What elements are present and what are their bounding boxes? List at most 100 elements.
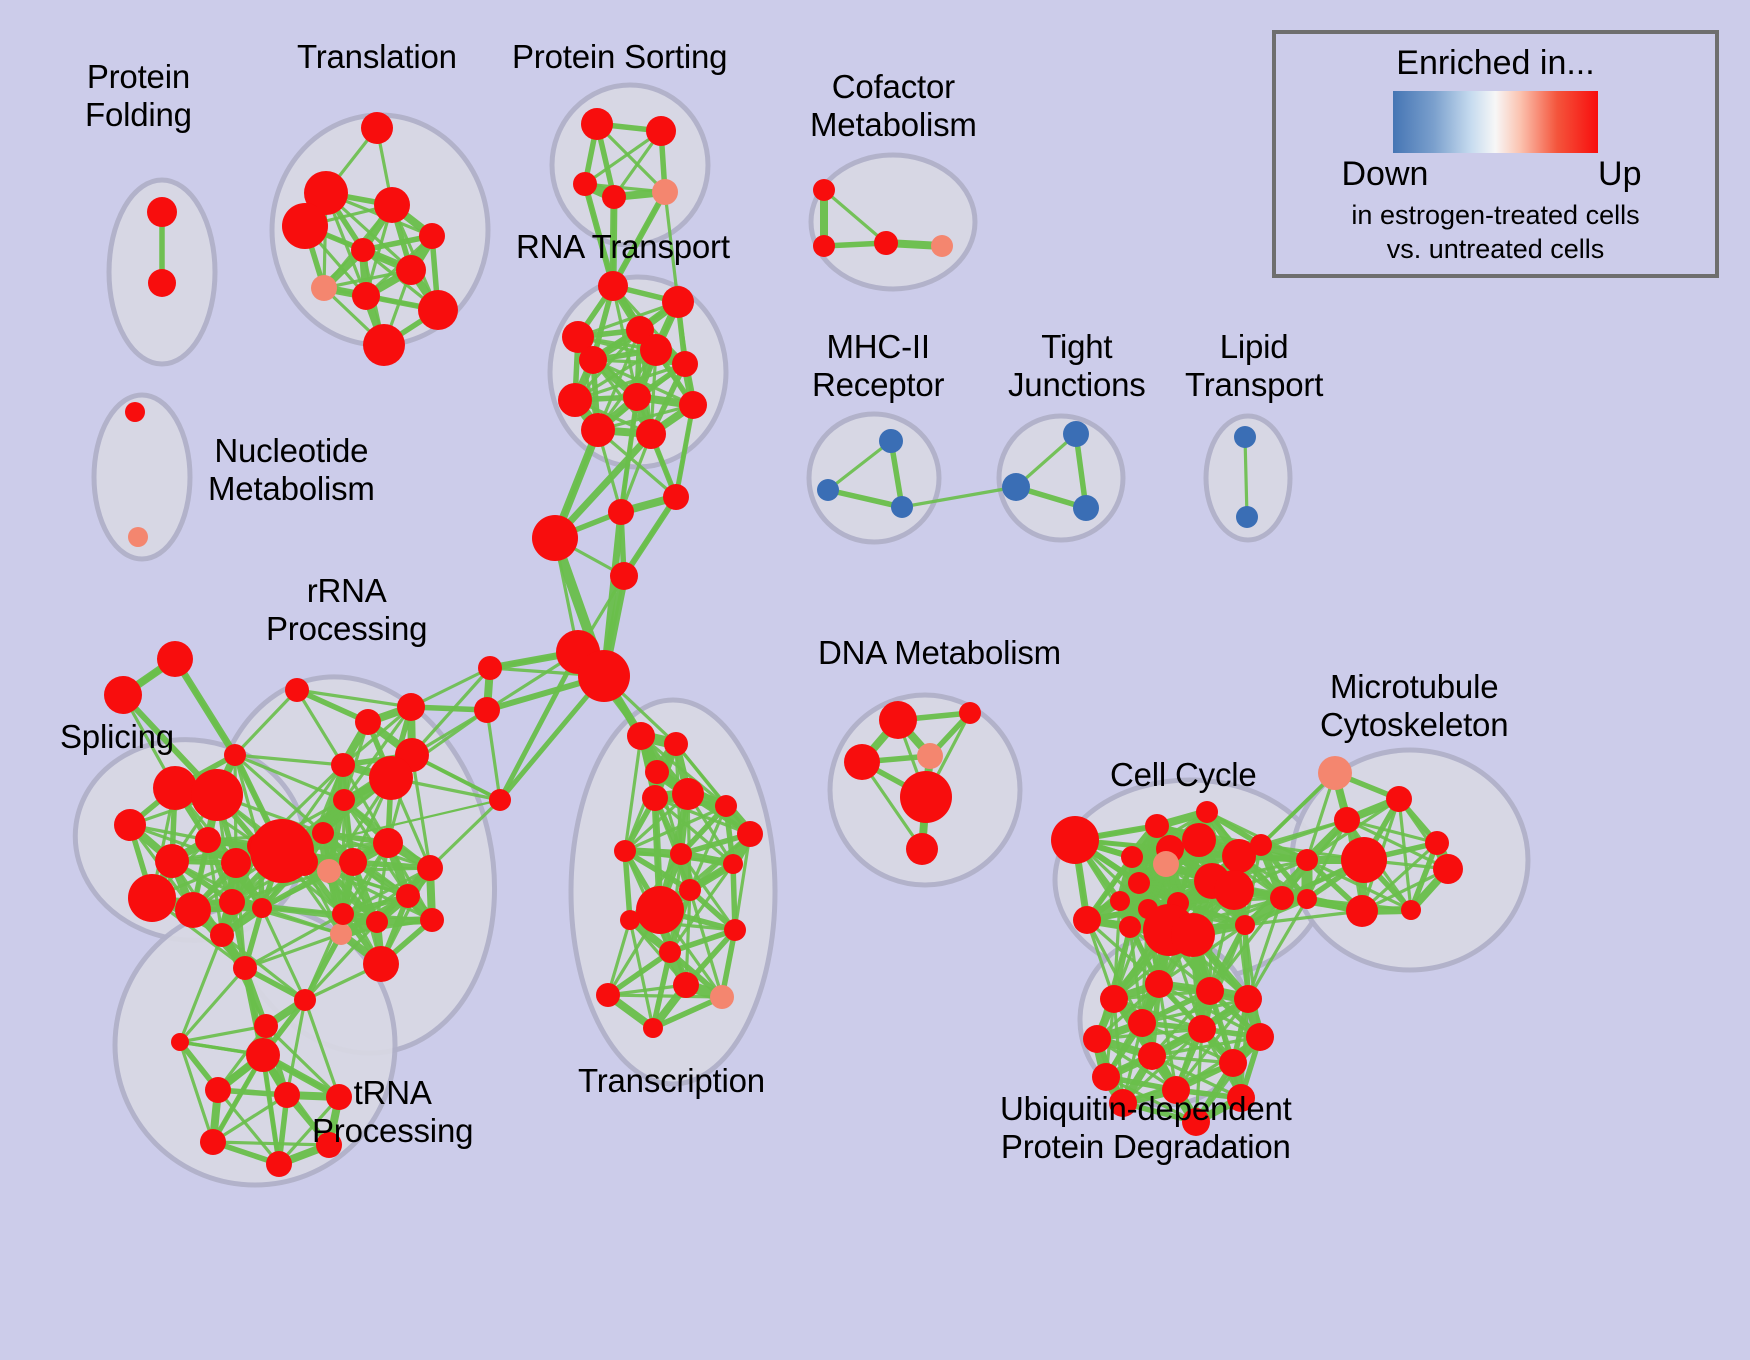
network-node[interactable] [246,1038,280,1072]
network-node[interactable] [128,527,148,547]
network-node[interactable] [224,744,246,766]
network-node[interactable] [579,346,607,374]
network-node[interactable] [1128,1009,1156,1037]
network-node[interactable] [128,874,176,922]
network-node[interactable] [723,854,743,874]
network-node[interactable] [813,179,835,201]
network-node[interactable] [175,892,211,928]
network-node[interactable] [642,785,668,811]
network-node[interactable] [219,889,245,915]
network-node[interactable] [1227,1084,1255,1112]
network-node[interactable] [233,956,257,980]
network-node[interactable] [578,650,630,702]
network-node[interactable] [596,983,620,1007]
network-node[interactable] [813,235,835,257]
network-node[interactable] [363,946,399,982]
network-node[interactable] [817,479,839,501]
network-node[interactable] [478,656,502,680]
network-node[interactable] [330,923,352,945]
network-node[interactable] [581,413,615,447]
network-node[interactable] [673,972,699,998]
network-node[interactable] [1002,473,1030,501]
network-node[interactable] [1346,895,1378,927]
network-node[interactable] [285,678,309,702]
network-node[interactable] [598,271,628,301]
network-node[interactable] [581,108,613,140]
network-node[interactable] [369,756,413,800]
network-node[interactable] [363,324,405,366]
network-node[interactable] [1153,851,1179,877]
network-node[interactable] [1235,915,1255,935]
network-node[interactable] [489,789,511,811]
network-node[interactable] [1121,846,1143,868]
network-node[interactable] [532,515,578,561]
network-node[interactable] [562,321,594,353]
network-node[interactable] [304,171,348,215]
network-node[interactable] [355,709,381,735]
network-node[interactable] [1250,834,1272,856]
network-node[interactable] [679,879,701,901]
network-node[interactable] [282,203,328,249]
network-node[interactable] [917,743,943,769]
network-node[interactable] [724,919,746,941]
network-node[interactable] [1092,1063,1120,1091]
network-node[interactable] [418,290,458,330]
network-node[interactable] [1433,854,1463,884]
network-node[interactable] [1234,426,1256,448]
network-node[interactable] [1145,814,1169,838]
network-node[interactable] [1171,913,1215,957]
network-node[interactable] [333,789,355,811]
network-node[interactable] [148,269,176,297]
network-node[interactable] [906,833,938,865]
network-node[interactable] [643,1018,663,1038]
network-node[interactable] [417,855,443,881]
network-node[interactable] [931,235,953,257]
network-node[interactable] [352,282,380,310]
network-node[interactable] [361,112,393,144]
network-node[interactable] [1246,1023,1274,1051]
network-node[interactable] [715,795,737,817]
network-node[interactable] [1334,807,1360,833]
network-node[interactable] [114,809,146,841]
network-node[interactable] [339,848,367,876]
network-node[interactable] [900,771,952,823]
network-node[interactable] [1234,985,1262,1013]
network-node[interactable] [1073,495,1099,521]
network-node[interactable] [316,1132,342,1158]
network-node[interactable] [1119,916,1141,938]
network-node[interactable] [636,886,684,934]
network-node[interactable] [1073,906,1101,934]
network-node[interactable] [195,827,221,853]
network-node[interactable] [652,179,678,205]
network-node[interactable] [317,859,341,883]
network-node[interactable] [640,334,672,366]
network-node[interactable] [610,562,638,590]
network-node[interactable] [1182,823,1216,857]
network-node[interactable] [874,231,898,255]
network-node[interactable] [254,1014,278,1038]
network-node[interactable] [1296,849,1318,871]
network-node[interactable] [1188,1015,1216,1043]
network-node[interactable] [614,840,636,862]
network-node[interactable] [419,223,445,249]
network-node[interactable] [1138,1042,1166,1070]
network-node[interactable] [1128,872,1150,894]
network-node[interactable] [636,419,666,449]
network-node[interactable] [959,702,981,724]
network-node[interactable] [1162,1076,1190,1104]
network-node[interactable] [474,697,500,723]
network-node[interactable] [147,197,177,227]
network-node[interactable] [252,898,272,918]
network-node[interactable] [125,402,145,422]
network-node[interactable] [645,760,669,784]
network-node[interactable] [1222,839,1256,873]
network-node[interactable] [396,884,420,908]
network-node[interactable] [1083,1025,1111,1053]
network-node[interactable] [659,941,681,963]
network-node[interactable] [662,286,694,318]
network-node[interactable] [844,744,880,780]
network-node[interactable] [191,769,243,821]
network-node[interactable] [1196,977,1224,1005]
network-node[interactable] [1100,985,1128,1013]
network-node[interactable] [205,1077,231,1103]
